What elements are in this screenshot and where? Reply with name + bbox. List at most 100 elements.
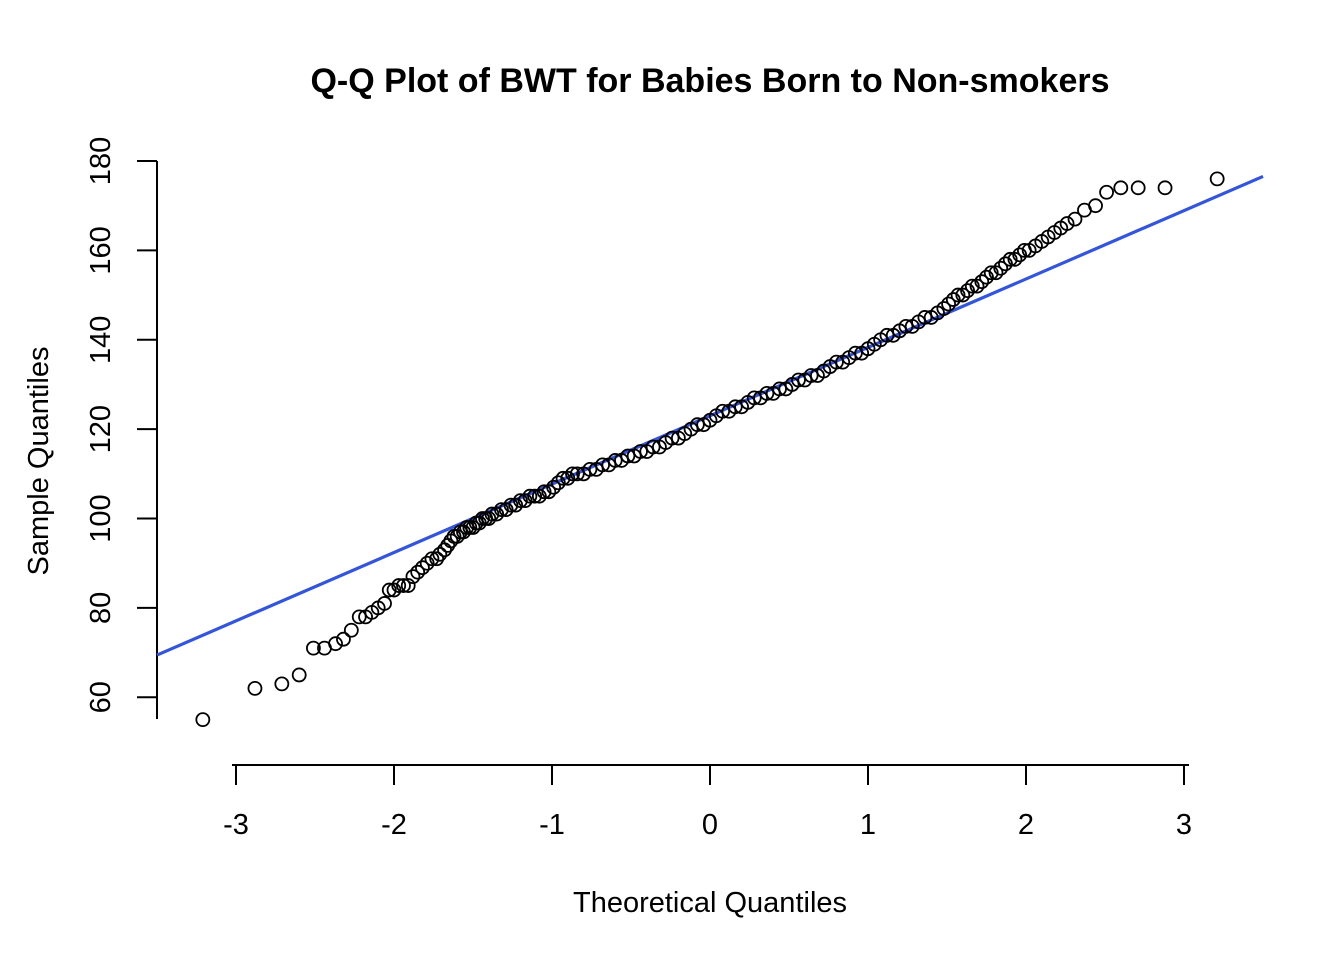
data-points — [195, 171, 1225, 728]
data-point — [343, 622, 359, 638]
data-point — [1099, 184, 1114, 200]
data-point — [415, 560, 430, 576]
data-point — [829, 354, 844, 370]
data-point — [988, 265, 1004, 281]
data-point — [1209, 171, 1225, 187]
y-tick-label: 120 — [85, 405, 117, 453]
data-point — [291, 667, 307, 683]
data-point — [595, 457, 610, 473]
data-point — [1007, 251, 1023, 267]
data-point — [664, 430, 680, 446]
y-tick-label: 60 — [85, 681, 117, 713]
data-point — [396, 578, 411, 593]
data-point — [336, 631, 351, 647]
data-point — [879, 327, 895, 343]
data-point — [481, 511, 497, 526]
data-point — [633, 444, 648, 459]
data-point — [541, 484, 557, 500]
y-tick-label: 80 — [85, 592, 117, 624]
data-point — [550, 475, 566, 491]
data-point — [917, 310, 933, 325]
data-point — [400, 578, 416, 593]
data-point — [503, 497, 519, 513]
data-point — [979, 269, 994, 285]
data-point — [941, 296, 956, 312]
data-point — [489, 506, 505, 522]
data-point — [527, 488, 543, 504]
x-tick-label: 2 — [1018, 809, 1034, 841]
data-point — [1113, 180, 1129, 196]
data-point — [565, 466, 580, 482]
data-point — [936, 301, 952, 316]
x-tick-label: 1 — [860, 809, 876, 841]
data-point — [569, 466, 585, 482]
data-point — [306, 640, 321, 656]
data-point — [429, 551, 445, 567]
data-point — [513, 493, 528, 509]
y-tick-label: 160 — [85, 226, 117, 274]
data-point — [974, 274, 990, 290]
chart-title: Q-Q Plot of BWT for Babies Born to Non-s… — [310, 62, 1109, 100]
x-tick-label: -3 — [223, 809, 249, 841]
data-point — [1002, 251, 1018, 267]
data-point — [517, 493, 533, 509]
data-point — [195, 712, 211, 728]
data-point — [898, 318, 914, 334]
data-point — [727, 399, 743, 415]
data-point — [494, 502, 509, 518]
x-tick-label: 3 — [1176, 809, 1192, 841]
data-point — [424, 551, 440, 567]
data-point — [498, 502, 514, 518]
data-point — [955, 287, 971, 303]
data-point — [960, 283, 975, 299]
y-axis-ticks: 60 80 100 120 140 160 180 — [85, 137, 157, 713]
data-point — [607, 453, 623, 468]
data-point — [381, 582, 397, 598]
data-point — [759, 385, 775, 401]
data-point — [847, 345, 863, 361]
data-point — [645, 439, 661, 455]
x-tick-label: -2 — [381, 809, 407, 841]
x-tick-label: -1 — [539, 809, 565, 841]
data-point — [983, 265, 999, 281]
data-point — [715, 403, 731, 419]
data-point — [560, 470, 576, 486]
data-point — [772, 381, 787, 397]
data-point — [746, 390, 762, 406]
data-point — [391, 578, 407, 593]
data-point — [247, 680, 263, 696]
data-point — [508, 497, 524, 513]
y-tick-label: 140 — [85, 316, 117, 364]
data-point — [419, 555, 435, 571]
data-point — [546, 479, 561, 495]
data-point — [803, 368, 819, 383]
x-tick-label: 0 — [702, 809, 718, 841]
data-point — [386, 582, 402, 598]
data-point — [274, 676, 290, 692]
y-axis-label: Sample Quantiles — [23, 347, 55, 576]
data-point — [351, 609, 367, 625]
data-point — [964, 278, 980, 294]
data-point — [1067, 211, 1083, 227]
data-point — [1059, 216, 1075, 231]
data-point — [1012, 247, 1028, 263]
data-point — [432, 546, 448, 562]
data-point — [998, 256, 1013, 272]
data-point — [555, 470, 571, 486]
data-point — [522, 488, 538, 504]
y-tick-label: 100 — [85, 494, 117, 542]
data-point — [536, 484, 552, 500]
data-point — [620, 448, 636, 464]
data-point — [410, 564, 426, 580]
data-point — [1088, 198, 1103, 214]
data-point — [993, 260, 1009, 276]
data-point — [582, 461, 598, 477]
data-point — [328, 636, 343, 652]
data-point — [969, 278, 985, 294]
data-point — [791, 372, 806, 388]
y-tick-label: 180 — [85, 137, 117, 185]
data-point — [531, 488, 547, 504]
data-point — [484, 506, 500, 522]
data-point — [945, 292, 961, 307]
